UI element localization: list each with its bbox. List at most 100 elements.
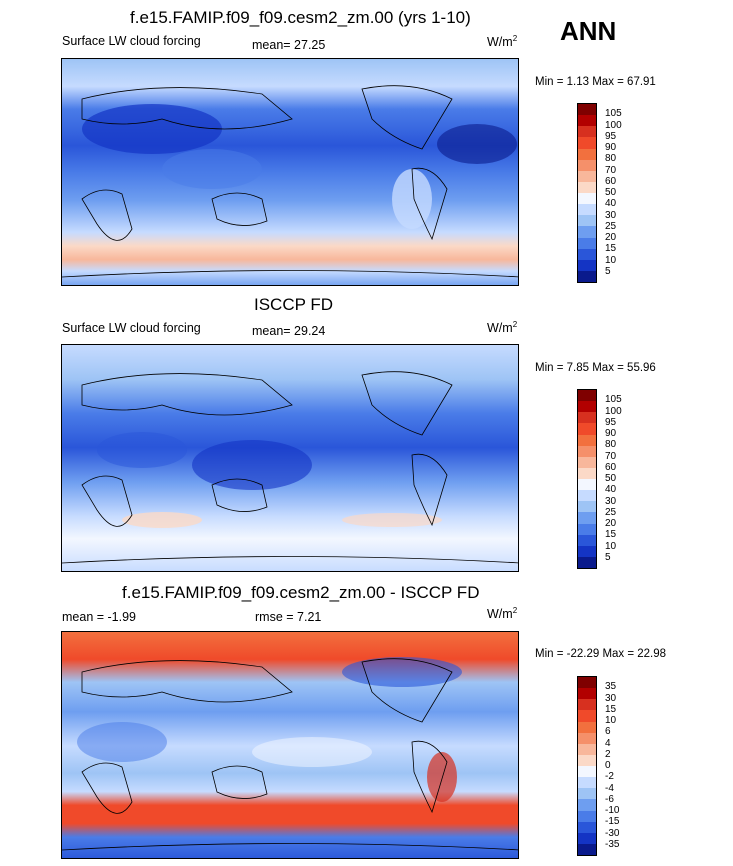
colorbar-diff-tick-label: -15 <box>605 816 620 828</box>
colorbar-top-tick-label: 60 <box>605 175 617 187</box>
panel-top-variable: Surface LW cloud forcing <box>62 34 201 48</box>
colorbar-top-swatch <box>578 215 596 227</box>
colorbar-diff-tick-label: 2 <box>605 748 611 760</box>
colorbar-mid-tick-label: 15 <box>605 529 617 541</box>
colorbar-diff-swatch <box>578 710 596 722</box>
colorbar-top-swatch <box>578 170 596 182</box>
colorbar-diff-swatch <box>578 721 596 733</box>
colorbar-top-tick-label: 95 <box>605 130 617 142</box>
colorbar-mid-tick-label: 25 <box>605 506 617 518</box>
colorbar-mid-swatch <box>578 501 596 513</box>
colorbar-top-tick-label: 15 <box>605 243 617 255</box>
map-diff <box>61 631 519 859</box>
colorbar-mid-swatch <box>578 490 596 502</box>
colorbar-mid-tick-label: 20 <box>605 518 617 529</box>
colorbar-mid-tick-label: 100 <box>605 405 622 417</box>
colorbar-top-tick-label: 90 <box>605 142 617 153</box>
colorbar-diff-tick-label: -4 <box>605 782 614 794</box>
panel-diff-mean: mean = -1.99 <box>62 610 137 624</box>
colorbar-diff-tick-label: 10 <box>605 715 617 726</box>
colorbar-diff-swatch <box>578 810 596 822</box>
colorbar-mid-tick-label: 105 <box>605 394 622 406</box>
colorbar-top-tick-label: 80 <box>605 153 617 165</box>
colorbar-mid-swatch <box>578 523 596 535</box>
colorbar-mid-swatch <box>578 479 596 491</box>
panel-mid-title: ISCCP FD <box>254 295 334 314</box>
colorbar-top-swatch <box>578 148 596 160</box>
colorbar-diff-swatch <box>578 699 596 711</box>
colorbar-top-swatch <box>578 126 596 138</box>
colorbar-mid-tick-label: 60 <box>605 461 617 473</box>
colorbar-top-tick-label: 105 <box>605 108 622 120</box>
colorbar-mid-tick-label: 5 <box>605 551 611 563</box>
colorbar-top-swatch <box>578 259 596 271</box>
colorbar-mid-swatch <box>578 445 596 457</box>
colorbar-top: 105 100 95 90 80 70 60 50 40 30 25 20 15 10 5 <box>577 103 622 283</box>
colorbar-diff-swatch <box>578 732 596 744</box>
colorbar-mid-swatch <box>578 412 596 424</box>
colorbar-mid-swatch <box>578 512 596 524</box>
colorbar-mid-tick-label: 70 <box>605 450 617 462</box>
map-obs <box>61 344 519 572</box>
colorbar-diff-swatch <box>578 832 596 844</box>
colorbar-mid-tick-label: 95 <box>605 416 617 428</box>
colorbar-mid-tick-label: 40 <box>605 484 617 496</box>
panel-mid-units: W/m2 <box>487 319 518 335</box>
colorbar-diff-swatch <box>578 821 596 833</box>
colorbar-top-swatch <box>578 204 596 216</box>
colorbar-diff-swatch <box>578 688 596 700</box>
colorbar-diff-tick-label: 6 <box>605 726 611 738</box>
panel-mid-variable: Surface LW cloud forcing <box>62 321 201 335</box>
colorbar-top-swatch <box>578 104 596 116</box>
colorbar-mid-swatch <box>578 434 596 446</box>
panel-diff-rmse: rmse = 7.21 <box>255 610 322 624</box>
colorbar-diff-tick-label: 4 <box>605 737 611 749</box>
panel-diff-title: f.e15.FAMIP.f09_f09.cesm2_zm.00 - ISCCP … <box>122 583 480 602</box>
colorbar-diff-swatch <box>578 788 596 800</box>
colorbar-top-swatch <box>578 115 596 127</box>
colorbar-top-swatch <box>578 159 596 171</box>
colorbar-diff-tick-label: -6 <box>605 793 614 805</box>
colorbar-top-swatch <box>578 181 596 193</box>
colorbar-mid-swatch <box>578 401 596 413</box>
colorbar-diff-tick-label: -30 <box>605 827 620 839</box>
panel-top-minmax: Min = 1.13 Max = 67.91 <box>535 76 656 88</box>
panel-top-units: W/m2 <box>487 33 518 49</box>
colorbar-mid-swatch <box>578 467 596 479</box>
colorbar-mid-swatch <box>578 423 596 435</box>
colorbar-diff-swatch <box>578 777 596 789</box>
colorbar-top-swatch <box>578 193 596 205</box>
colorbar-top-swatch <box>578 248 596 260</box>
colorbar-diff-tick-label: 0 <box>605 760 611 771</box>
colorbar-diff-swatch <box>578 799 596 811</box>
colorbar-mid-swatch <box>578 534 596 546</box>
colorbar-diff-swatch <box>578 843 596 855</box>
colorbar-top-tick-label: 5 <box>605 265 611 277</box>
colorbar-top-tick-label: 10 <box>605 254 617 266</box>
colorbar-mid-tick-label: 30 <box>605 495 617 507</box>
colorbar-top-tick-label: 20 <box>605 232 617 243</box>
colorbar-mid-swatch <box>578 456 596 468</box>
colorbar-top-tick-label: 25 <box>605 220 617 232</box>
colorbar-diff-tick-label: 30 <box>605 692 617 704</box>
colorbar-top-tick-label: 70 <box>605 164 617 176</box>
panel-top-title: f.e15.FAMIP.f09_f09.cesm2_zm.00 (yrs 1-1… <box>130 8 471 27</box>
colorbar-mid: 105 100 95 90 80 70 60 50 40 30 25 20 15 10 5 <box>577 389 622 569</box>
colorbar-top-tick-label: 40 <box>605 198 617 210</box>
colorbar-top-swatch <box>578 237 596 249</box>
colorbar-diff-swatch <box>578 766 596 778</box>
panel-top-mean: mean= 27.25 <box>252 38 326 52</box>
colorbar-mid-tick-label: 10 <box>605 540 617 552</box>
colorbar-mid-swatch <box>578 556 596 568</box>
colorbar-diff-swatch <box>578 754 596 766</box>
colorbar-diff-tick-label: 35 <box>605 681 617 693</box>
colorbar-top-swatch <box>578 226 596 238</box>
colorbar-diff: 35 30 15 10 6 4 2 0 -2 -4 -6 -10 -15 -30 -35 <box>577 676 619 856</box>
colorbar-diff-tick-label: 15 <box>605 703 617 715</box>
season-label: ANN <box>560 16 617 46</box>
colorbar-mid-tick-label: 80 <box>605 439 617 451</box>
colorbar-top-tick-label: 30 <box>605 209 617 221</box>
colorbar-top-swatch <box>578 270 596 282</box>
colorbar-mid-tick-label: 50 <box>605 473 617 484</box>
colorbar-top-tick-label: 100 <box>605 119 622 131</box>
